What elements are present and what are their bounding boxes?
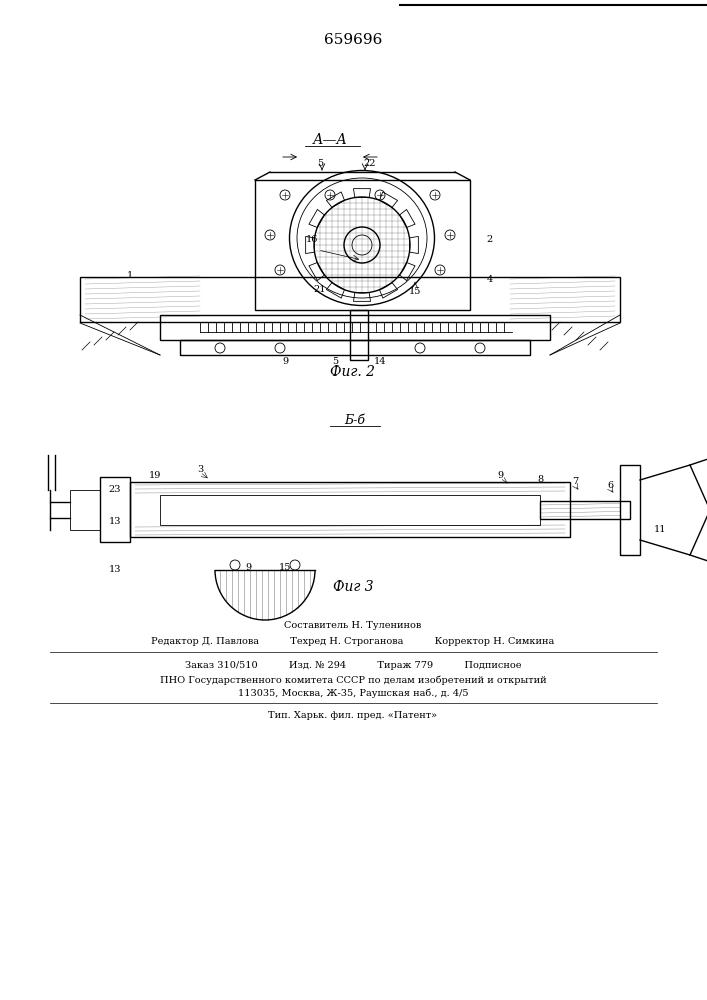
Bar: [255, 180, 470, 310]
Text: 15: 15: [279, 562, 291, 572]
Text: 14: 14: [374, 358, 386, 366]
Bar: [80, 277, 620, 322]
Text: 5: 5: [317, 159, 323, 168]
Text: А—А: А—А: [312, 133, 347, 147]
Text: Фиг 3: Фиг 3: [333, 580, 373, 594]
Text: Редактор Д. Павлова          Техред Н. Строганова          Корректор Н. Симкина: Редактор Д. Павлова Техред Н. Строганова…: [151, 638, 554, 647]
Text: 3: 3: [197, 466, 203, 475]
Text: 23: 23: [109, 486, 121, 494]
Text: Б-б: Б-б: [344, 414, 366, 426]
Text: Заказ 310/510          Изд. № 294          Тираж 779          Подписное: Заказ 310/510 Изд. № 294 Тираж 779 Подпи…: [185, 660, 521, 670]
Text: 659696: 659696: [324, 33, 382, 47]
Text: 9: 9: [497, 471, 503, 480]
Text: 2: 2: [487, 235, 493, 244]
Bar: [540, 501, 630, 519]
Bar: [160, 315, 550, 340]
Text: 15: 15: [409, 288, 421, 296]
Text: 16: 16: [306, 235, 318, 244]
Text: 19: 19: [148, 471, 161, 480]
Text: 113035, Москва, Ж-35, Раушская наб., д. 4/5: 113035, Москва, Ж-35, Раушская наб., д. …: [238, 688, 468, 698]
Text: Тип. Харьк. фил. пред. «Патент»: Тип. Харьк. фил. пред. «Патент»: [269, 712, 438, 720]
Text: Составитель Н. Туленинов: Составитель Н. Туленинов: [284, 620, 421, 630]
Text: 9: 9: [282, 358, 288, 366]
Text: Фиг. 2: Фиг. 2: [330, 365, 375, 379]
Bar: [160, 495, 540, 525]
Text: ПНО Государственного комитета СССР по делам изобретений и открытий: ПНО Государственного комитета СССР по де…: [160, 675, 547, 685]
Text: 9: 9: [245, 562, 251, 572]
Bar: [70, 490, 100, 530]
Text: 7: 7: [572, 478, 578, 487]
Text: 6: 6: [607, 481, 613, 489]
Bar: [130, 482, 570, 537]
Text: 8: 8: [537, 476, 543, 485]
Text: 22: 22: [363, 159, 376, 168]
Bar: [180, 340, 530, 355]
Text: 11: 11: [654, 526, 666, 534]
Text: 13: 13: [109, 566, 121, 574]
Text: 1: 1: [127, 270, 133, 279]
Bar: [100, 477, 130, 542]
Bar: [350, 310, 368, 360]
Text: 5: 5: [332, 358, 338, 366]
Text: 21: 21: [314, 286, 326, 294]
Text: 4: 4: [487, 275, 493, 284]
Text: 13: 13: [109, 518, 121, 526]
